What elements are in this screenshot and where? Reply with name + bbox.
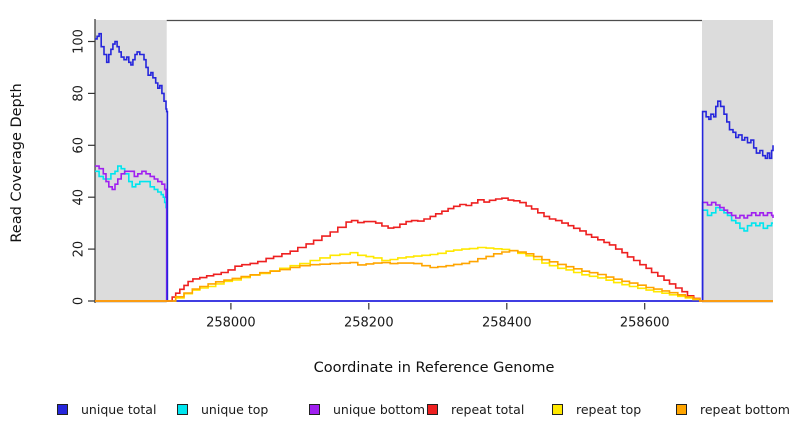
legend-label: repeat bottom [700,402,790,417]
svg-text:258200: 258200 [344,316,394,331]
legend-label: repeat top [576,402,642,417]
x-axis-title: Coordinate in Reference Genome [313,360,555,376]
legend-item-unique-total: unique total [57,402,156,417]
legend-label: unique top [201,402,269,417]
legend-swatch-unique-total [57,404,68,415]
legend-swatch-repeat-total [427,404,438,415]
legend-item-unique-top: unique top [177,402,268,417]
legend-swatch-unique-bottom [309,404,320,415]
legend-item-repeat-top: repeat top [552,402,641,417]
legend-swatch-repeat-bottom [676,404,687,415]
legend-item-repeat-total: repeat total [427,402,524,417]
legend-label: repeat total [451,402,525,417]
svg-text:60: 60 [72,137,87,154]
svg-text:80: 80 [72,85,87,102]
svg-text:0: 0 [72,297,87,305]
svg-text:40: 40 [72,189,87,206]
legend-item-unique-bottom: unique bottom [309,402,425,417]
svg-text:100: 100 [72,29,87,54]
legend-swatch-unique-top [177,404,188,415]
svg-text:20: 20 [72,241,87,258]
legend-label: unique total [81,402,157,417]
y-axis-title: Read Coverage Depth [9,83,25,243]
svg-text:258400: 258400 [482,316,532,331]
legend-swatch-repeat-top [552,404,563,415]
svg-text:258600: 258600 [620,316,670,331]
legend-label: unique bottom [333,402,426,417]
legend-item-repeat-bottom: repeat bottom [676,402,790,417]
svg-text:258000: 258000 [206,316,256,331]
